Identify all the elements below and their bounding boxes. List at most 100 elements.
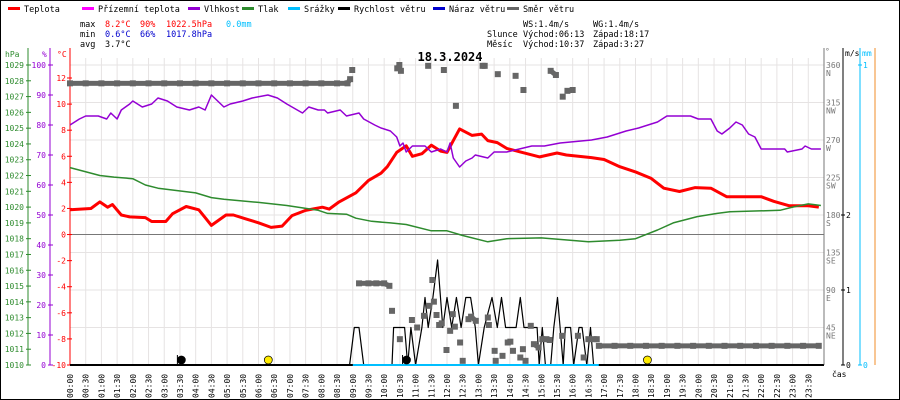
moon-label: Měsíc bbox=[487, 40, 513, 50]
stats-min-label: min bbox=[80, 30, 95, 40]
stats-block: max 8.2°C 90% 1022.5hPa 0.0mm min 0.6°C … bbox=[80, 20, 649, 50]
wind-direction-point bbox=[425, 62, 432, 69]
wind-direction-point bbox=[585, 336, 592, 343]
wind-direction-point bbox=[705, 342, 712, 349]
sunset-time: Západ:18:17 bbox=[593, 30, 649, 40]
temperature-tick-label: 2 bbox=[61, 204, 66, 213]
sun-icon bbox=[263, 355, 273, 365]
direction-tick-label: 270 bbox=[826, 136, 841, 145]
wind-direction-point bbox=[386, 282, 393, 289]
pressure-tick-label: 1029 bbox=[5, 61, 24, 70]
x-tick-label: 00:00 bbox=[66, 374, 75, 398]
wind-direction-point bbox=[580, 354, 587, 361]
wind-direction-point bbox=[468, 313, 475, 320]
direction-compass-label: SE bbox=[826, 257, 836, 266]
wind-direction-point bbox=[484, 314, 491, 321]
humidity-tick-label: 0 bbox=[41, 361, 46, 370]
wind-direction-point bbox=[408, 317, 415, 323]
direction-tick-label: 45 bbox=[826, 324, 836, 333]
wind-axis-unit: m/s bbox=[845, 49, 860, 58]
stats-max-temp: 8.2°C bbox=[105, 20, 131, 30]
direction-compass-label: NE bbox=[826, 332, 836, 341]
wind-direction-point bbox=[381, 280, 388, 287]
x-tick-label: 06:30 bbox=[270, 374, 279, 398]
legend-swatch bbox=[433, 7, 445, 10]
moon-icon bbox=[402, 355, 411, 365]
pressure-tick-label: 1020 bbox=[5, 203, 24, 212]
wind-direction-point bbox=[800, 342, 807, 349]
wind-direction-point bbox=[447, 327, 454, 334]
wind-direction-point bbox=[114, 80, 121, 87]
legend-item: Tlak bbox=[258, 5, 278, 15]
wind-direction-point bbox=[512, 72, 519, 79]
x-tick-label: 07:30 bbox=[302, 374, 311, 398]
sun-icon bbox=[643, 355, 652, 365]
humidity-tick-label: 70 bbox=[36, 151, 46, 160]
series-line-temperature bbox=[69, 127, 819, 229]
stats-min-temp: 0.6°C bbox=[105, 30, 131, 40]
direction-compass-label: N bbox=[826, 69, 831, 78]
wind-direction-point bbox=[426, 302, 433, 309]
wind-direction-point bbox=[519, 346, 526, 353]
x-axis-label: čas bbox=[832, 369, 847, 379]
wind-direction-point bbox=[590, 336, 597, 343]
wind-direction-point bbox=[145, 80, 152, 87]
legend-swatch bbox=[8, 7, 20, 10]
wind-direction-point bbox=[752, 342, 759, 349]
x-tick-label: 01:00 bbox=[97, 374, 106, 398]
wind-direction-point bbox=[349, 67, 356, 73]
x-tick-label: 18:30 bbox=[647, 374, 656, 398]
x-tick-label: 12:00 bbox=[443, 374, 452, 398]
wind-direction-point bbox=[595, 342, 602, 349]
pressure-tick-label: 1017 bbox=[5, 250, 24, 259]
wind-direction-point bbox=[224, 80, 231, 87]
temperature-tick-label: 8 bbox=[61, 126, 66, 135]
wind-direction-point bbox=[161, 80, 168, 87]
x-tick-label: 14:30 bbox=[522, 374, 531, 398]
x-tick-label: 17:00 bbox=[600, 374, 609, 398]
x-tick-label: 05:00 bbox=[223, 374, 232, 398]
wind-direction-point bbox=[255, 80, 262, 87]
wind-direction-point bbox=[627, 342, 634, 349]
wind-direction-point bbox=[239, 80, 246, 87]
x-tick-label: 08:00 bbox=[317, 374, 326, 398]
wind-direction-point bbox=[611, 342, 618, 349]
rain-axis-unit: mm bbox=[862, 49, 872, 58]
wind-direction-point bbox=[593, 336, 600, 343]
x-tick-label: 04:00 bbox=[192, 374, 201, 398]
sunrise-time: Východ:06:13 bbox=[523, 30, 584, 40]
wind-direction-point bbox=[485, 322, 492, 328]
wind-direction-point bbox=[443, 347, 450, 353]
rain-tick-label: 0 bbox=[863, 361, 868, 370]
stats-ws: WS:1.4m/s bbox=[523, 20, 569, 30]
humidity-tick-label: 40 bbox=[36, 241, 46, 250]
x-tick-label: 17:30 bbox=[616, 374, 625, 398]
legend-item: Srážky bbox=[304, 5, 335, 15]
wind-direction-point bbox=[334, 80, 341, 87]
direction-compass-label: NW bbox=[826, 107, 836, 116]
series-line-pressure bbox=[69, 166, 821, 243]
x-tick-label: 13:30 bbox=[490, 374, 499, 398]
temperature-tick-label: 6 bbox=[61, 152, 66, 161]
wind-direction-point bbox=[451, 323, 458, 330]
x-tick-label: 13:00 bbox=[474, 374, 483, 398]
direction-tick-label: 315 bbox=[826, 99, 841, 108]
pressure-tick-label: 1011 bbox=[5, 345, 24, 354]
x-tick-label: 16:30 bbox=[584, 374, 593, 398]
stats-avg-label: avg bbox=[80, 40, 95, 50]
wind-direction-point bbox=[539, 336, 546, 343]
x-tick-label: 03:00 bbox=[160, 374, 169, 398]
wind-direction-point bbox=[271, 80, 278, 87]
temperature-tick-label: -8 bbox=[56, 335, 66, 344]
humidity-tick-label: 60 bbox=[36, 181, 46, 190]
wind-direction-point bbox=[286, 80, 293, 87]
humidity-tick-label: 50 bbox=[36, 211, 46, 220]
temperature-tick-label: 4 bbox=[61, 178, 66, 187]
wind-tick-label: 0 bbox=[846, 361, 851, 370]
wind-direction-point bbox=[527, 322, 534, 329]
pressure-tick-label: 1014 bbox=[5, 298, 24, 307]
wind-direction-point bbox=[429, 277, 436, 283]
wind-direction-point bbox=[82, 80, 89, 87]
wind-direction-point bbox=[509, 347, 516, 354]
